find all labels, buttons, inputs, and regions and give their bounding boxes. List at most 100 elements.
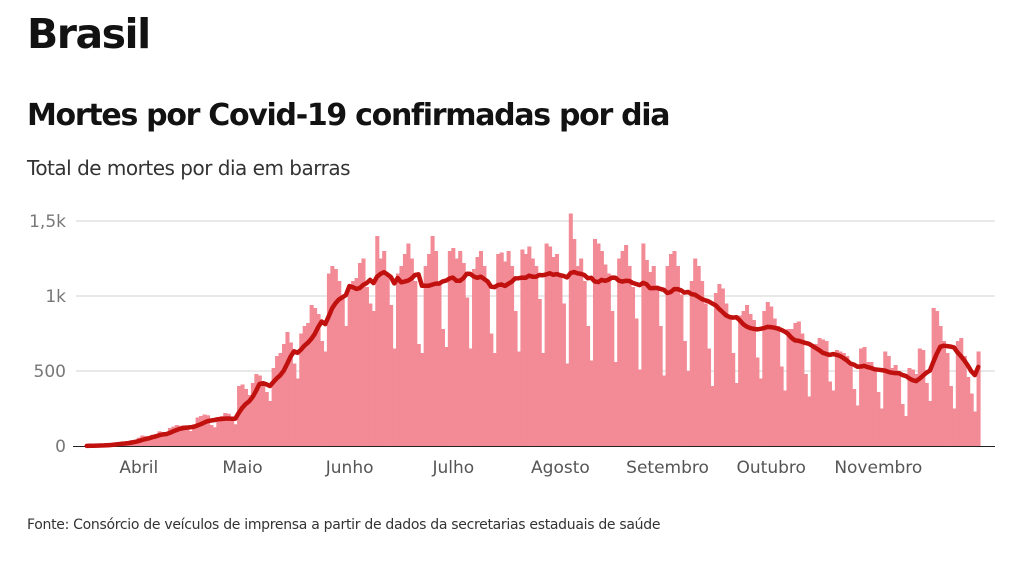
x-tick-label: Setembro <box>626 458 709 478</box>
bar <box>247 395 252 446</box>
bar <box>865 362 871 446</box>
bar <box>803 374 808 446</box>
bar <box>205 415 211 446</box>
bar <box>523 254 528 446</box>
bar <box>579 258 584 446</box>
bar <box>745 305 750 446</box>
bar <box>281 344 287 446</box>
bar <box>969 393 974 446</box>
bar <box>496 254 501 446</box>
bar <box>707 348 712 446</box>
bar <box>717 284 722 446</box>
bar <box>288 342 293 446</box>
bar <box>862 347 867 446</box>
bar <box>731 353 736 446</box>
bar <box>437 281 442 446</box>
bar <box>883 351 888 446</box>
bar <box>637 369 642 446</box>
bar <box>534 266 539 446</box>
bar <box>817 338 822 446</box>
bar <box>423 266 428 446</box>
bar <box>886 356 891 446</box>
bar <box>589 360 594 446</box>
bar <box>357 263 363 446</box>
bar <box>409 258 414 446</box>
bar <box>893 365 898 446</box>
bar <box>966 377 971 446</box>
bar <box>558 273 563 446</box>
bar <box>378 258 383 446</box>
bar <box>907 368 912 446</box>
bar <box>178 425 183 446</box>
bar <box>181 425 186 446</box>
bar <box>212 427 217 446</box>
bar <box>762 311 767 446</box>
bar <box>413 281 418 446</box>
bar <box>154 434 159 446</box>
bar <box>326 273 331 446</box>
bar <box>427 254 432 446</box>
bar <box>503 261 508 446</box>
bar <box>672 251 677 446</box>
bar <box>789 329 794 446</box>
bar <box>624 245 629 446</box>
bar <box>921 350 926 446</box>
bar <box>931 308 936 446</box>
bar <box>230 417 235 446</box>
bar <box>544 243 549 446</box>
y-tick-label: 1,5k <box>29 212 66 232</box>
bar <box>917 348 922 446</box>
bar <box>264 392 269 446</box>
bar <box>209 425 214 446</box>
bar <box>824 341 829 446</box>
bar <box>430 236 435 446</box>
bar <box>461 263 466 446</box>
bar <box>786 329 791 446</box>
bar <box>679 294 684 446</box>
bar <box>696 266 701 446</box>
bar <box>313 308 318 446</box>
bar <box>444 347 449 446</box>
bar <box>389 305 394 446</box>
bar <box>188 431 193 446</box>
bar <box>185 429 190 446</box>
bar <box>416 344 421 446</box>
bar <box>216 419 221 446</box>
bar <box>254 374 259 446</box>
x-tick-label: Junho <box>325 458 374 478</box>
bar <box>765 302 770 446</box>
bar <box>769 306 774 446</box>
bar <box>738 315 743 446</box>
bar <box>275 356 280 446</box>
bar <box>271 368 276 446</box>
bar <box>458 251 463 446</box>
bar <box>489 333 494 446</box>
bar <box>869 362 874 446</box>
bar <box>675 266 680 446</box>
bar <box>627 266 632 446</box>
bar <box>506 251 511 446</box>
bar <box>900 404 905 446</box>
bar <box>299 333 304 446</box>
bar <box>914 374 919 446</box>
bar <box>876 392 881 446</box>
bar <box>810 344 815 446</box>
bar <box>779 366 784 446</box>
y-tick-label: 1k <box>45 287 66 307</box>
bar <box>565 363 570 446</box>
bar <box>610 311 615 446</box>
bar <box>734 383 739 446</box>
bar <box>257 375 262 446</box>
bar <box>516 351 522 446</box>
bar <box>319 341 325 446</box>
bar <box>700 281 705 446</box>
bar <box>499 252 504 446</box>
bar <box>827 381 833 446</box>
bar <box>897 371 902 446</box>
y-tick-label: 500 <box>34 362 66 382</box>
bar <box>948 386 953 446</box>
bar <box>548 246 553 446</box>
bar <box>465 297 470 446</box>
bar <box>195 417 200 446</box>
page-title: Brasil <box>27 10 151 58</box>
